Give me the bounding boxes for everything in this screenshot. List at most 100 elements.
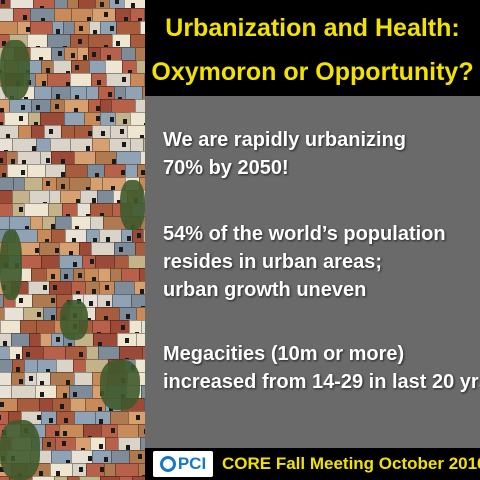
house-window	[106, 301, 110, 306]
house-window	[46, 369, 50, 374]
house-window	[74, 108, 78, 113]
house-window	[92, 277, 96, 282]
house-window	[98, 342, 102, 347]
house-window	[126, 445, 130, 450]
house-window	[104, 457, 108, 462]
house-window	[21, 105, 25, 110]
house-block	[42, 437, 56, 451]
house-block	[86, 463, 105, 477]
house-window	[122, 142, 126, 147]
house-window	[97, 80, 101, 85]
house-window	[88, 456, 92, 461]
house-window	[127, 236, 131, 241]
house-window	[78, 273, 82, 278]
house-window	[121, 325, 125, 330]
house-window	[93, 30, 97, 35]
house-window	[83, 55, 87, 60]
house-block	[79, 476, 101, 480]
slide-title-line1: Urbanization and Health:	[165, 14, 460, 42]
house-window	[53, 285, 57, 290]
pci-logo-icon	[159, 456, 176, 472]
house-window	[72, 238, 76, 243]
house-block	[54, 476, 68, 480]
slide-title-line2: Oxymoron or Opportunity?	[151, 58, 474, 86]
house-window	[92, 289, 96, 294]
house-window	[46, 68, 50, 73]
house-block	[36, 138, 51, 152]
house-window	[40, 381, 44, 386]
house-window	[6, 134, 10, 139]
house-window	[41, 18, 45, 23]
house-window	[46, 158, 50, 163]
house-window	[104, 12, 108, 17]
house-window	[101, 131, 105, 136]
house-window	[46, 181, 50, 186]
house-window	[55, 431, 59, 436]
house-block	[61, 125, 75, 139]
house-window	[137, 233, 141, 238]
bullet-2-line2: resides in urban areas;	[163, 251, 382, 273]
house-window	[79, 467, 83, 472]
house-window	[45, 239, 49, 244]
house-window	[19, 207, 23, 212]
house-block	[56, 385, 70, 399]
house-window	[56, 471, 60, 476]
house-window	[98, 407, 102, 412]
house-window	[49, 418, 53, 423]
house-window	[63, 393, 67, 398]
house-window	[2, 173, 6, 178]
tree-foliage	[60, 300, 88, 340]
house-window	[121, 170, 125, 175]
house-window	[37, 312, 41, 317]
house-window	[60, 404, 64, 409]
house-window	[16, 367, 20, 372]
house-window	[0, 415, 1, 420]
house-block	[32, 476, 55, 480]
house-window	[3, 341, 7, 346]
house-window	[19, 298, 23, 303]
house-block	[0, 398, 18, 412]
house-window	[66, 380, 70, 385]
house-window	[116, 41, 120, 46]
house-window	[90, 259, 94, 264]
house-window	[62, 441, 66, 446]
house-window	[95, 173, 99, 178]
house-window	[73, 392, 77, 397]
tree-foliage	[100, 360, 140, 410]
house-block	[110, 125, 128, 139]
tree-foliage	[0, 40, 30, 100]
house-window	[42, 81, 46, 86]
house-window	[63, 431, 67, 436]
house-window	[66, 82, 70, 87]
house-block	[36, 320, 55, 334]
house-window	[68, 343, 72, 348]
footer-event-text: CORE Fall Meeting October 2016	[222, 454, 480, 473]
house-window	[64, 274, 68, 279]
bullet-3-line2: increased from 14-29 in last 20 yrs	[163, 371, 480, 393]
house-window	[119, 247, 123, 252]
house-window	[37, 415, 41, 420]
house-window	[100, 2, 104, 7]
house-window	[51, 298, 55, 303]
house-window	[71, 53, 75, 58]
house-window	[16, 354, 20, 359]
house-window	[19, 379, 23, 384]
house-window	[92, 198, 96, 203]
pci-logo-text: PCI	[177, 454, 207, 473]
house-window	[0, 122, 3, 127]
house-window	[86, 146, 90, 151]
house-window	[61, 184, 65, 189]
house-window	[43, 285, 47, 290]
bullet-2-line1: 54% of the world’s population	[163, 223, 446, 245]
house-window	[25, 226, 29, 231]
house-window	[26, 352, 30, 357]
house-window	[140, 289, 144, 294]
house-window	[128, 70, 132, 75]
house-window	[131, 3, 135, 8]
house-window	[100, 213, 104, 218]
house-window	[11, 159, 15, 164]
house-window	[93, 238, 97, 243]
house-window	[21, 170, 25, 175]
house-window	[124, 17, 128, 22]
house-window	[61, 159, 65, 164]
